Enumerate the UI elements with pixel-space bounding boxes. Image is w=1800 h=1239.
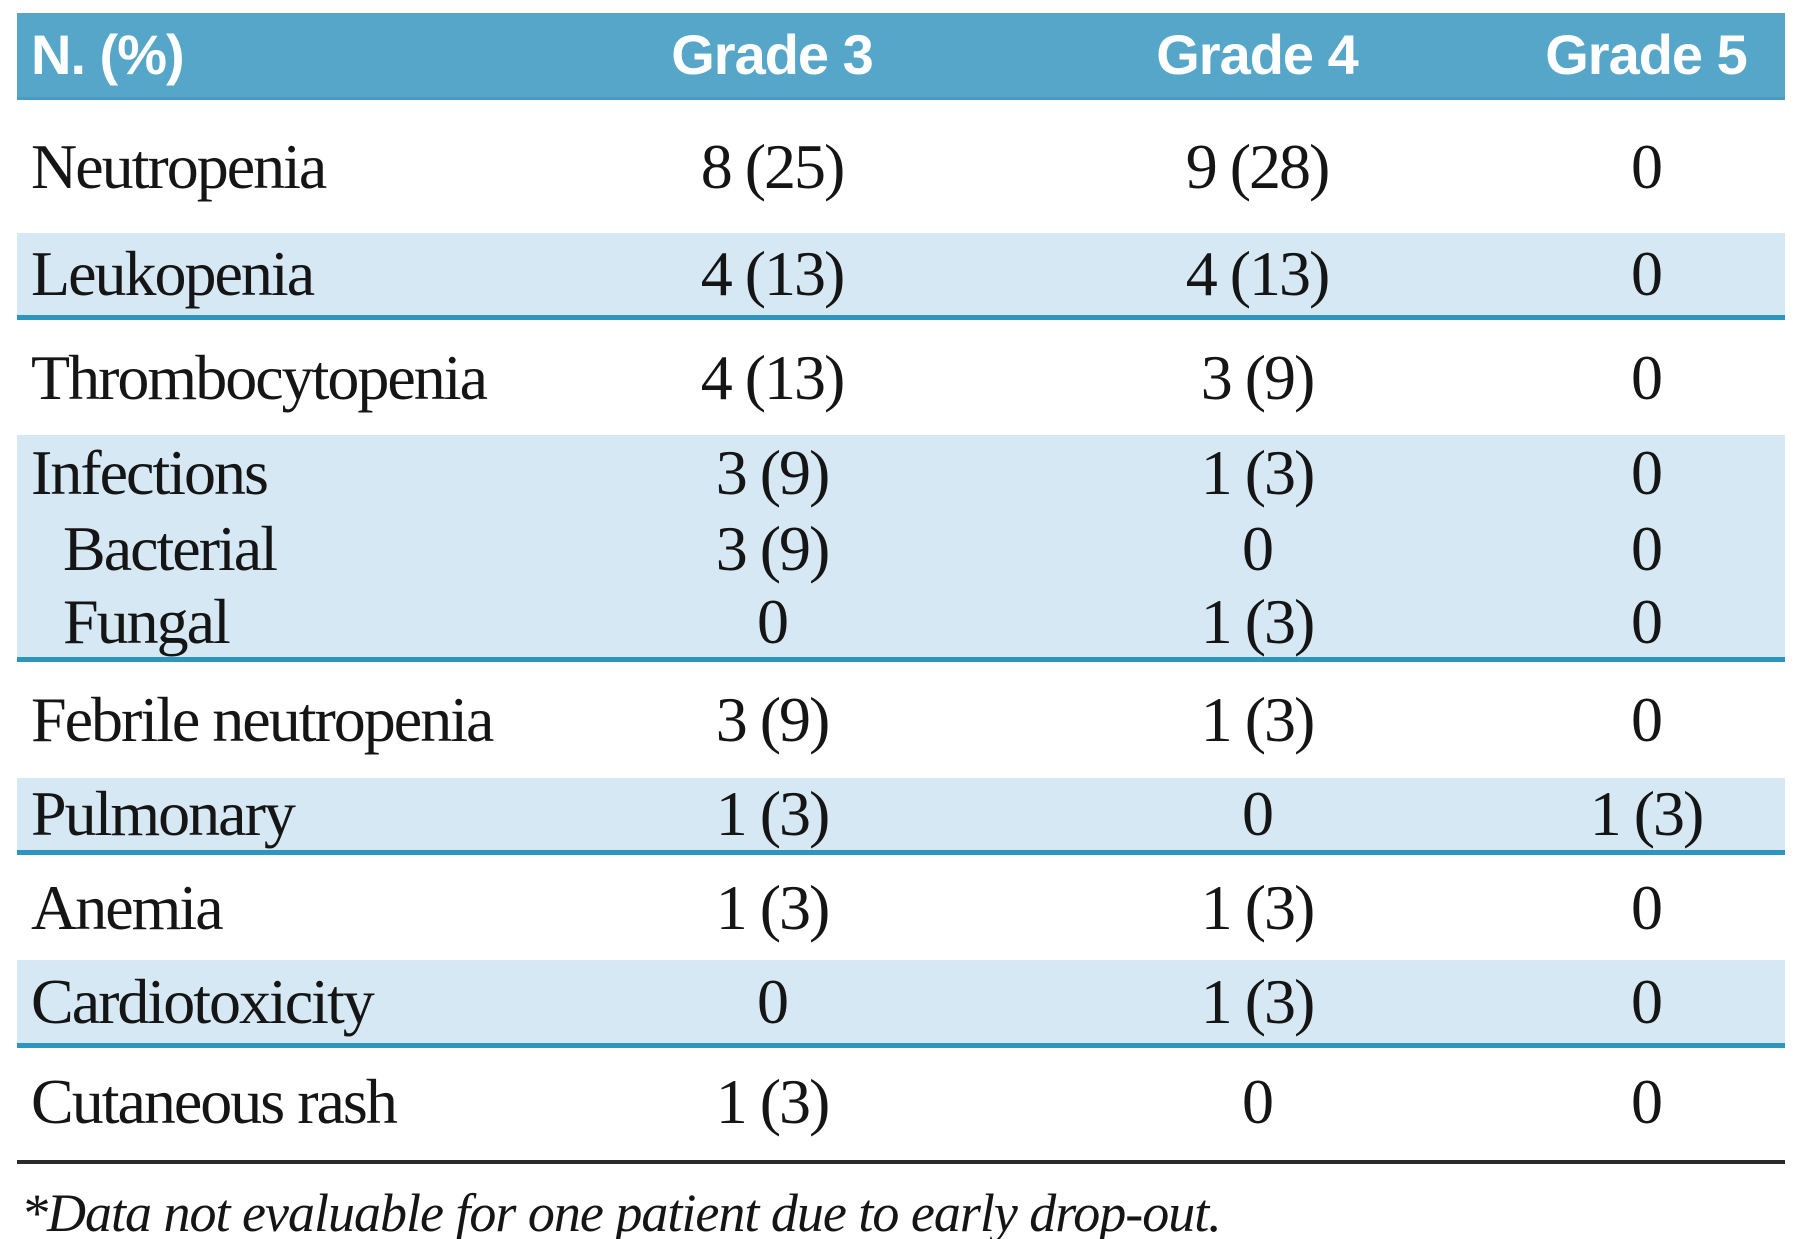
row-label: Fungal [63,586,231,657]
row-label: Leukopenia [31,238,315,309]
row-label: Febrile neutropenia [31,684,494,755]
table-row-febrile-neutropenia: Febrile neutropenia 3 (9) 1 (3) 0 [17,662,1785,778]
column-header-n-percent: N. (%) [31,23,185,86]
grade5-cell: 0 [1631,238,1663,309]
grade3-cell: 1 (3) [715,871,831,943]
table-footnote: *Data not evaluable for one patient due … [21,1183,1222,1239]
table-row-infections: Infections 3 (9) 1 (3) 0 [17,435,1785,511]
grade5-cell: 0 [1631,586,1663,657]
grade4-cell: 0 [1242,1065,1274,1137]
table-row-pulmonary: Pulmonary 1 (3) 0 1 (3) [17,778,1785,855]
table-row-infections-bacterial: Bacterial 3 (9) 0 0 [17,511,1785,587]
grade3-cell: 1 (3) [715,1065,831,1137]
column-header-grade-4: Grade 4 [1156,23,1359,86]
grade4-cell: 1 (3) [1200,871,1316,943]
grade4-cell: 1 (3) [1200,586,1316,657]
grade3-cell: 4 (13) [700,238,846,309]
grade5-cell: 0 [1631,437,1663,508]
table-row-cutaneous-rash: Cutaneous rash 1 (3) 0 0 [17,1048,1785,1155]
adverse-events-table: N. (%) Grade 3 Grade 4 Grade 5 Neutropen… [17,13,1785,1239]
table-row-infections-fungal: Fungal 0 1 (3) 0 [17,587,1785,662]
table-row-neutropenia: Neutropenia 8 (25) 9 (28) 0 [17,100,1785,233]
grade4-cell: 1 (3) [1200,437,1316,508]
row-label: Pulmonary [31,778,296,849]
table-row-leukopenia: Leukopenia 4 (13) 4 (13) 0 [17,233,1785,320]
grade5-cell: 1 (3) [1589,778,1705,849]
grade5-cell: 0 [1631,513,1663,584]
row-label: Anemia [31,871,224,943]
grade5-cell: 0 [1631,341,1663,413]
grade3-cell: 1 (3) [715,778,831,849]
column-header-grade-3: Grade 3 [671,23,874,86]
table-row-cardiotoxicity: Cardiotoxicity 0 1 (3) 0 [17,960,1785,1048]
row-label: Cardiotoxicity [31,965,375,1037]
row-label: Neutropenia [31,130,327,202]
table-row-thrombocytopenia: Thrombocytopenia 4 (13) 3 (9) 0 [17,320,1785,435]
column-header-grade-5: Grade 5 [1545,23,1748,86]
footer-separator-rule [17,1160,1785,1164]
grade3-cell: 8 (25) [700,130,846,202]
grade4-cell: 9 (28) [1185,130,1331,202]
table-header-row: N. (%) Grade 3 Grade 4 Grade 5 [17,13,1785,100]
grade4-cell: 3 (9) [1200,341,1316,413]
row-label: Cutaneous rash [31,1065,398,1137]
grade4-cell: 0 [1242,513,1274,584]
grade4-cell: 1 (3) [1200,965,1316,1037]
grade3-cell: 4 (13) [700,341,846,413]
grade4-cell: 0 [1242,778,1274,849]
grade3-cell: 3 (9) [715,513,831,584]
table-row-anemia: Anemia 1 (3) 1 (3) 0 [17,855,1785,960]
grade5-cell: 0 [1631,1065,1663,1137]
grade3-cell: 3 (9) [715,437,831,508]
row-label: Infections [31,437,269,508]
grade3-cell: 0 [757,586,789,657]
grade5-cell: 0 [1631,965,1663,1037]
grade5-cell: 0 [1631,684,1663,755]
grade5-cell: 0 [1631,871,1663,943]
row-label: Thrombocytopenia [31,341,488,413]
grade3-cell: 0 [757,965,789,1037]
row-label: Bacterial [63,513,278,584]
grade5-cell: 0 [1631,130,1663,202]
grade3-cell: 3 (9) [715,684,831,755]
grade4-cell: 1 (3) [1200,684,1316,755]
grade4-cell: 4 (13) [1185,238,1331,309]
